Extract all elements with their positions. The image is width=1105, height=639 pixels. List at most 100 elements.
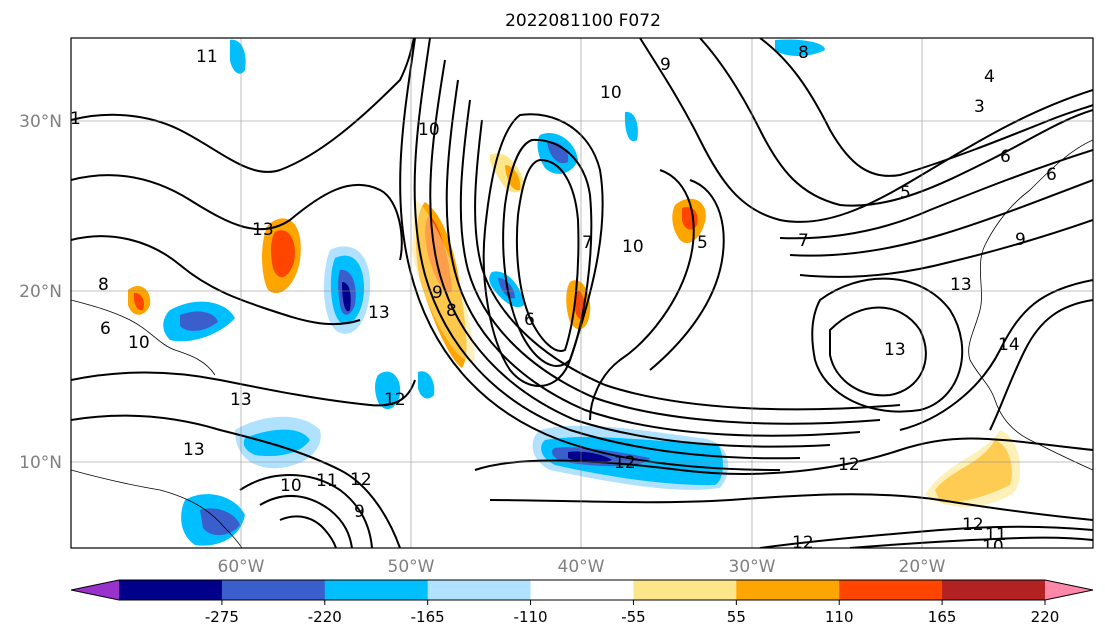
contour-label: 12 (350, 470, 372, 490)
colorbar-segment (736, 580, 840, 600)
contour-label: 11 (196, 47, 218, 67)
contour-label: 6 (524, 310, 535, 330)
contour-label: 7 (798, 231, 809, 251)
contour-label: 8 (98, 275, 109, 295)
contour-line (239, 474, 373, 548)
contour-label: 5 (697, 233, 708, 253)
negative-anomaly-southwest-core (200, 508, 240, 536)
contour-line (515, 158, 580, 352)
colorbar-tick-label: -110 (514, 608, 548, 626)
contour-label: 11 (985, 525, 1007, 545)
colorbar-tick-label: 55 (727, 608, 746, 626)
colorbar-tick-label: -275 (205, 608, 239, 626)
contour-label: 9 (354, 502, 365, 522)
contour-line (649, 179, 725, 371)
contour-line (799, 219, 1093, 278)
coastlines (71, 139, 1093, 548)
contour-label: 10 (128, 333, 150, 353)
contour-line (899, 279, 1093, 431)
contour-label: 10 (600, 83, 622, 103)
contour-label-group: 11 1 9 10 10 8 4 3 6 6 9 13 13 8 6 7 10 … (70, 43, 1057, 557)
positive-anomaly-45w-core (505, 165, 521, 191)
lat-label-30n: 30°N (19, 112, 62, 132)
map-plot-area: 11 1 9 10 10 8 4 3 6 6 9 13 13 8 6 7 10 … (70, 38, 1093, 557)
contour-label: 7 (582, 233, 593, 253)
coastline-caribbean (71, 299, 216, 376)
positive-anomaly-61w-core (270, 230, 295, 278)
negative-anomaly-48w (418, 371, 435, 399)
coastline-south-america (71, 469, 243, 548)
contour-label: 13 (950, 275, 972, 295)
colorbar-segment (633, 580, 737, 600)
lon-label-40w: 40°W (558, 557, 605, 577)
contour-label: 10 (418, 120, 440, 140)
negative-anomaly-north-62w (230, 39, 246, 74)
contour-label: 12 (838, 455, 860, 475)
contour-line (445, 79, 861, 437)
negative-anomaly-52w (375, 371, 401, 410)
gridlines (71, 38, 1093, 548)
colorbar-tick-label: -55 (621, 608, 646, 626)
contour-line (413, 38, 801, 460)
contour-line (482, 113, 604, 387)
contour-line (759, 38, 1093, 177)
colorbar-segment (324, 580, 429, 600)
contour-line (71, 371, 416, 407)
map-frame (70, 37, 1094, 549)
negative-anomaly-north-32w (775, 39, 825, 56)
contour-line (639, 38, 1093, 223)
contour-label: 5 (900, 183, 911, 203)
contour-line (279, 515, 337, 548)
contour-label: 10 (280, 476, 302, 496)
contour-line (474, 437, 1093, 475)
contour-label: 12 (792, 533, 814, 553)
colorbar-segment (221, 580, 326, 600)
contour-line (779, 149, 1093, 240)
colorbar-segment (530, 580, 634, 600)
colorbar-extend-high (1045, 580, 1093, 600)
positive-anomaly-66w-core (133, 292, 144, 311)
contour-line (502, 138, 593, 367)
contour-label: 14 (998, 335, 1020, 355)
contour-line (399, 38, 781, 471)
lon-label-50w: 50°W (388, 557, 435, 577)
contour-line (71, 414, 401, 548)
colorbar-segment (427, 580, 532, 600)
lon-label-20w: 20°W (899, 557, 946, 577)
contour-lines (71, 38, 1093, 548)
colorbar-tick-label: 110 (825, 608, 854, 626)
contour-label: 1 (70, 109, 81, 129)
contour-line (589, 169, 695, 421)
contour-label: 6 (1000, 147, 1011, 167)
contour-label: 11 (316, 471, 338, 491)
contour-label: 9 (1015, 230, 1026, 250)
contour-line (429, 59, 831, 448)
contour-label: 13 (183, 440, 205, 460)
contour-line (71, 174, 403, 261)
contour-line (474, 119, 901, 411)
colorbar-extend-low (71, 580, 119, 600)
lat-label-20n: 20°N (19, 282, 62, 302)
contour-line (259, 494, 353, 548)
contour-label: 10 (982, 537, 1004, 557)
contour-label: 13 (230, 390, 252, 410)
colorbar-segment (942, 580, 1046, 600)
contour-label: 3 (974, 97, 985, 117)
contour-line (489, 493, 1093, 521)
contour-label: 13 (884, 340, 906, 360)
lat-label-10n: 10°N (19, 453, 62, 473)
longitude-labels: 60°W 50°W 40°W 30°W 20°W (218, 557, 946, 577)
colorbar-tick-label: 165 (928, 608, 957, 626)
figure-title: 2022081100 F072 (505, 11, 661, 31)
contour-label: 9 (432, 283, 443, 303)
contour-line (849, 536, 1093, 548)
contour-label: 8 (798, 43, 809, 63)
contour-label: 6 (1046, 165, 1057, 185)
negative-anomaly-west-caribbean-core (243, 429, 310, 457)
contour-label: 4 (984, 67, 995, 87)
latitude-labels: 30°N 20°N 10°N (19, 112, 62, 473)
colorbar: -275-220-165-110-5555110165220275 (70, 579, 1094, 626)
contour-label: 13 (252, 220, 274, 240)
contour-label: 9 (660, 55, 671, 75)
